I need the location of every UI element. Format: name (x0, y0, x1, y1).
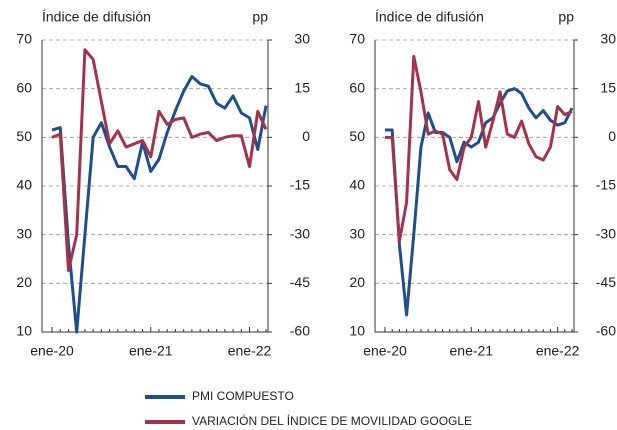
series-line (385, 54, 573, 243)
y-tick-label: 50 (349, 128, 365, 144)
x-tick-label: ene-22 (536, 343, 580, 359)
y2-tick-label: 15 (600, 79, 616, 95)
series-line (385, 87, 574, 317)
y-tick-label: 40 (349, 177, 365, 193)
y-axis-title: Índice de difusión (42, 9, 151, 25)
y-tick-label: 10 (349, 323, 365, 339)
legend-label: VARIACIÓN DEL ÍNDICE DE MOVILIDAD GOOGLE (192, 413, 472, 428)
y-tick-label: 10 (16, 323, 32, 339)
x-tick-label: ene-21 (129, 343, 173, 359)
y2-tick-label: 30 (294, 31, 310, 47)
y2-tick-label: -15 (290, 177, 310, 193)
y-tick-label: 20 (349, 274, 365, 290)
y2-tick-label: 0 (302, 128, 310, 144)
y-tick-label: 30 (349, 225, 365, 241)
x-tick-label: ene-20 (30, 343, 74, 359)
y2-tick-label: 0 (608, 128, 616, 144)
y-tick-label: 70 (16, 31, 32, 47)
x-tick-label: ene-21 (450, 343, 494, 359)
y2-tick-label: 15 (294, 79, 310, 95)
y2-tick-label: -60 (290, 323, 310, 339)
y2-tick-label: -60 (596, 323, 616, 339)
series-line (51, 75, 268, 334)
x-tick-label: ene-20 (363, 343, 407, 359)
y2-tick-label: -30 (596, 225, 616, 241)
y-tick-label: 50 (16, 128, 32, 144)
y-axis-title: Índice de difusión (375, 9, 484, 25)
y-tick-label: 60 (349, 79, 365, 95)
y2-tick-label: 30 (600, 31, 616, 47)
y2-tick-label: -15 (596, 177, 616, 193)
y2-axis-title: pp (558, 9, 574, 25)
x-tick-label: ene-22 (228, 343, 272, 359)
legend-label: PMI COMPUESTO (192, 389, 294, 403)
y-tick-label: 40 (16, 177, 32, 193)
y2-tick-label: -45 (290, 274, 310, 290)
y-tick-label: 30 (16, 225, 32, 241)
y2-tick-label: -45 (596, 274, 616, 290)
y-tick-label: 70 (349, 31, 365, 47)
y2-tick-label: -30 (290, 225, 310, 241)
y2-axis-title: pp (252, 9, 268, 25)
series-line (51, 48, 268, 272)
y-tick-label: 20 (16, 274, 32, 290)
y-tick-label: 60 (16, 79, 32, 95)
